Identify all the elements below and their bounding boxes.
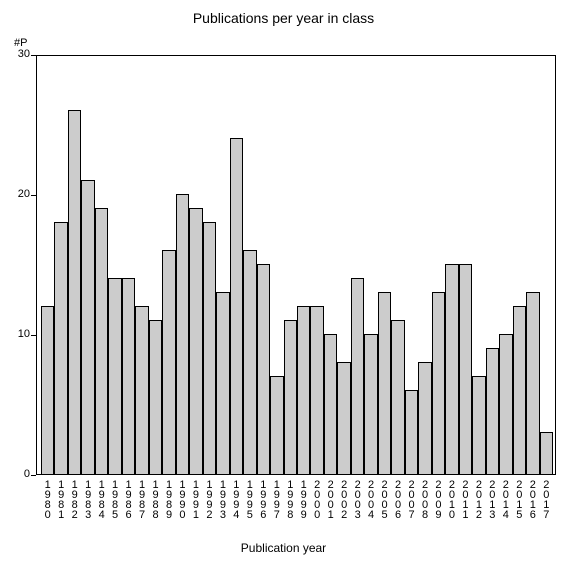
bar [526,292,539,474]
bar [378,292,391,474]
x-tick-label: 2001 [325,479,336,519]
bar [418,362,431,474]
x-tick-label: 1987 [136,479,147,519]
x-tick-label: 2004 [365,479,376,519]
bar [540,432,553,474]
x-tick-label: 2003 [352,479,363,519]
x-tick-label: 1981 [55,479,66,519]
y-tick-mark [31,475,36,476]
bar [445,264,458,474]
x-tick-label: 2009 [432,479,443,519]
x-tick-label: 1994 [230,479,241,519]
bar [513,306,526,474]
bar [364,334,377,474]
bar [162,250,175,474]
bar [337,362,350,474]
bar [54,222,67,474]
x-tick-label: 1989 [163,479,174,519]
y-tick-label: 10 [8,328,30,340]
x-tick-label: 1995 [244,479,255,519]
bar [81,180,94,474]
x-tick-label: 1990 [176,479,187,519]
x-tick-label: 2007 [406,479,417,519]
bar [41,306,54,474]
bar [297,306,310,474]
x-tick-label: 1986 [123,479,134,519]
x-tick-label: 1993 [217,479,228,519]
x-tick-label: 2017 [540,479,551,519]
x-tick-label: 1985 [109,479,120,519]
x-tick-label: 1984 [96,479,107,519]
bar [324,334,337,474]
x-tick-label: 2016 [527,479,538,519]
bar [108,278,121,474]
bar [432,292,445,474]
x-tick-label: 1983 [82,479,93,519]
y-tick-label: 0 [8,468,30,480]
chart-title: Publications per year in class [0,10,567,26]
x-tick-label: 2000 [311,479,322,519]
x-axis-label: Publication year [0,541,567,555]
y-tick-mark [31,335,36,336]
x-tick-label: 1980 [42,479,53,519]
x-tick-label: 2015 [513,479,524,519]
x-tick-label: 2014 [500,479,511,519]
bar [351,278,364,474]
bar [68,110,81,474]
bar [135,306,148,474]
x-tick-label: 2010 [446,479,457,519]
bar [176,194,189,474]
publications-bar-chart: Publications per year in class #P Public… [0,0,567,567]
bar [459,264,472,474]
bar [257,264,270,474]
x-tick-label: 2013 [486,479,497,519]
bar [122,278,135,474]
plot-area [36,55,556,475]
x-tick-label: 1991 [190,479,201,519]
bar [230,138,243,474]
x-tick-label: 1996 [257,479,268,519]
x-tick-label: 1997 [271,479,282,519]
bar [310,306,323,474]
bar [270,376,283,474]
bar [499,334,512,474]
x-tick-label: 2012 [473,479,484,519]
bar [486,348,499,474]
x-tick-label: 1999 [298,479,309,519]
bar [95,208,108,474]
bar [405,390,418,474]
x-tick-label: 2011 [459,479,470,519]
x-tick-label: 2008 [419,479,430,519]
bar [472,376,485,474]
y-tick-label: 20 [8,188,30,200]
bar [203,222,216,474]
x-tick-label: 1998 [284,479,295,519]
y-tick-mark [31,55,36,56]
bar [284,320,297,474]
y-tick-mark [31,195,36,196]
bar [216,292,229,474]
x-tick-label: 2002 [338,479,349,519]
bar [243,250,256,474]
x-tick-label: 1988 [150,479,161,519]
x-tick-label: 1982 [69,479,80,519]
x-tick-label: 1992 [203,479,214,519]
bar [391,320,404,474]
bar [189,208,202,474]
y-tick-label: 30 [8,48,30,60]
x-tick-label: 2006 [392,479,403,519]
bar [149,320,162,474]
x-tick-label: 2005 [379,479,390,519]
